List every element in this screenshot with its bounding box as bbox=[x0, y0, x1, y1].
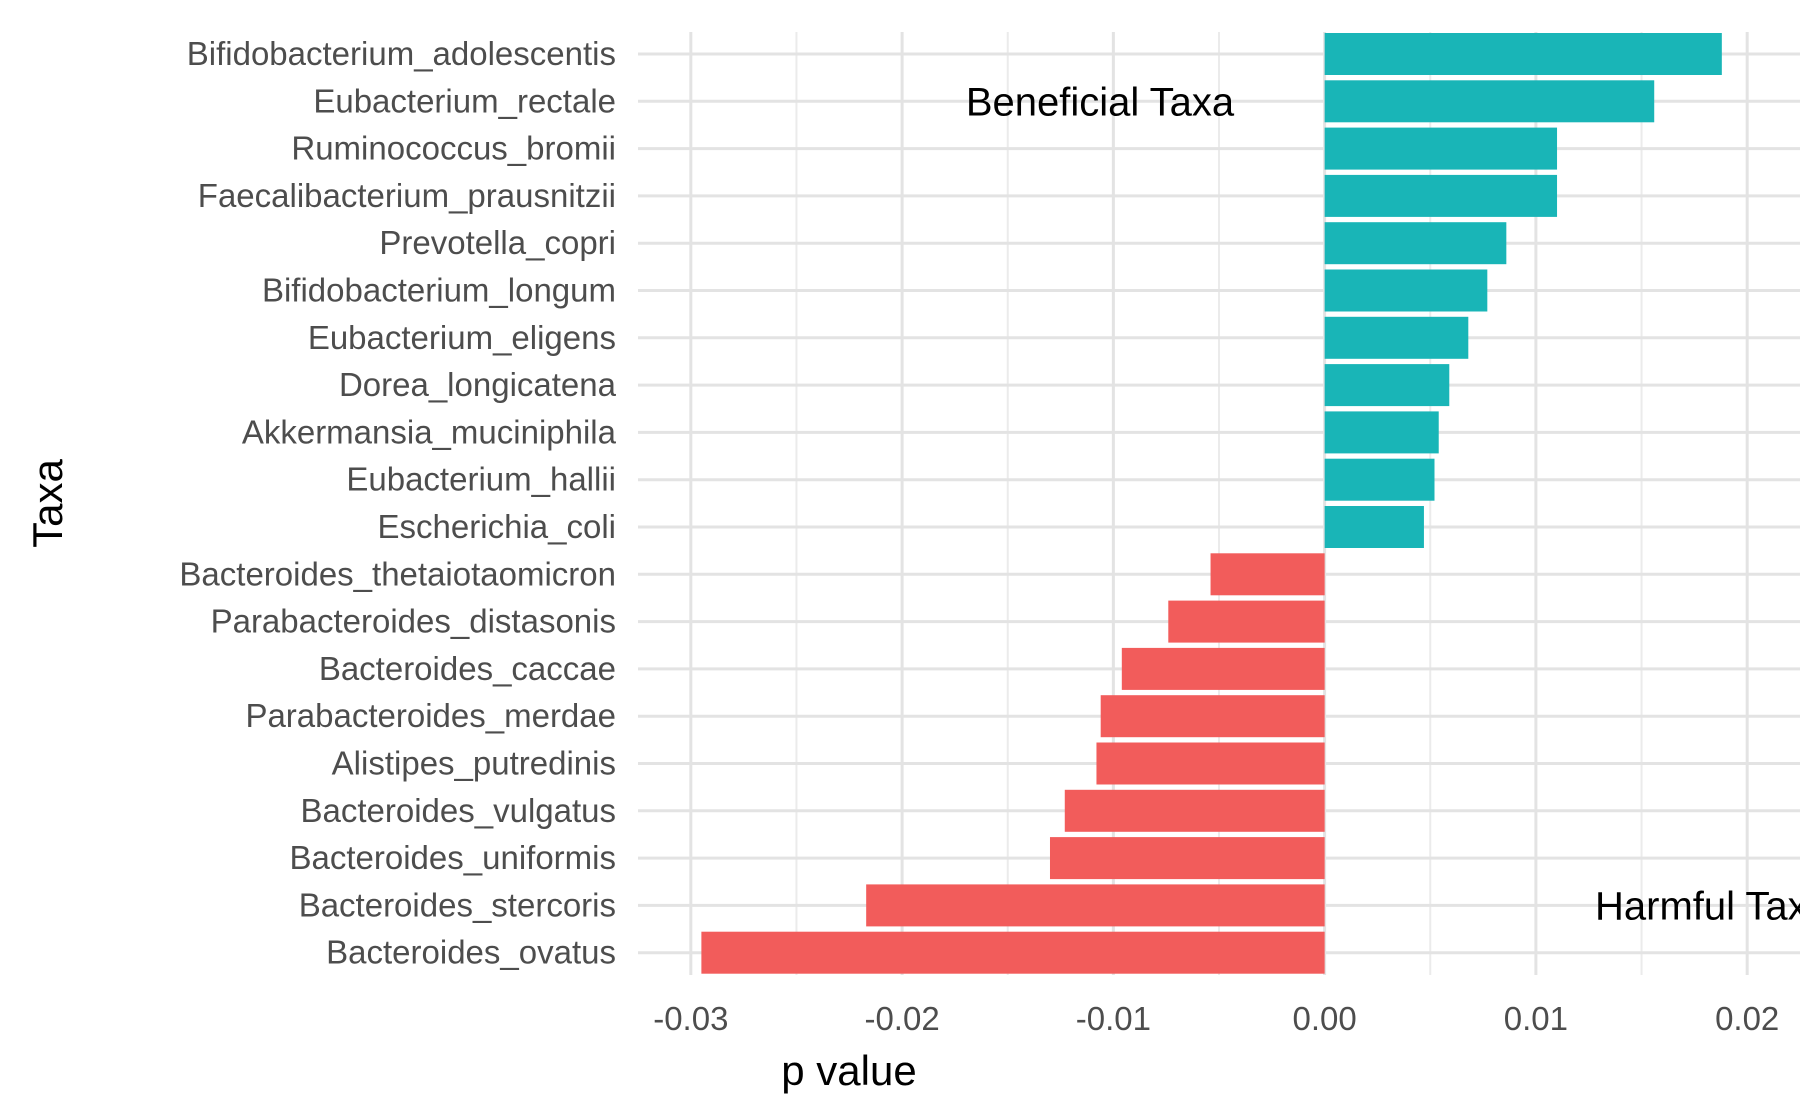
bar-parabacteroides-distasonis bbox=[1168, 600, 1325, 643]
bar-prevotella-copri bbox=[1324, 222, 1507, 265]
x-axis-title: p value bbox=[781, 1047, 916, 1094]
y-tick-label: Bacteroides_uniformis bbox=[290, 839, 617, 876]
y-tick-label: Ruminococcus_bromii bbox=[291, 130, 616, 167]
x-tick-label: 0.02 bbox=[1715, 1000, 1779, 1037]
bar-bacteroides-caccae bbox=[1121, 647, 1325, 690]
x-tick-label: 0.01 bbox=[1504, 1000, 1568, 1037]
y-tick-label: Parabacteroides_merdae bbox=[245, 697, 616, 734]
y-tick-label: Bifidobacterium_adolescentis bbox=[187, 35, 616, 72]
bar-eubacterium-rectale bbox=[1324, 80, 1655, 123]
y-tick-label: Eubacterium_eligens bbox=[308, 319, 616, 356]
bar-bifidobacterium-adolescentis bbox=[1324, 33, 1722, 75]
y-tick-label: Bacteroides_stercoris bbox=[299, 886, 616, 923]
bar-ruminococcus-bromii bbox=[1324, 127, 1558, 170]
bar-alistipes-putredinis bbox=[1096, 742, 1325, 785]
x-tick-label: -0.03 bbox=[653, 1000, 728, 1037]
y-tick-label: Bacteroides_thetaiotaomicron bbox=[179, 555, 616, 592]
x-tick-labels: -0.03 -0.02 -0.01 0.00 0.01 0.02 bbox=[653, 1000, 1779, 1037]
y-tick-label: Eubacterium_hallii bbox=[346, 461, 616, 498]
y-tick-label: Faecalibacterium_prausnitzii bbox=[198, 177, 616, 214]
y-tick-labels: Bifidobacterium_adolescentis Eubacterium_… bbox=[179, 35, 616, 971]
annotation-label: Harmful Taxa bbox=[1595, 884, 1800, 928]
y-tick-label: Bacteroides_caccae bbox=[319, 650, 616, 687]
y-tick-label: Bacteroides_vulgatus bbox=[300, 792, 616, 829]
x-tick-label: 0.00 bbox=[1293, 1000, 1357, 1037]
annotation-label: Beneficial Taxa bbox=[966, 80, 1235, 124]
bar-bacteroides-thetaiotaomicron bbox=[1210, 553, 1325, 596]
bar-bacteroides-stercoris bbox=[866, 884, 1325, 927]
bar-parabacteroides-merdae bbox=[1100, 695, 1325, 738]
y-tick-label: Eubacterium_rectale bbox=[313, 82, 616, 119]
bar-akkermansia-muciniphila bbox=[1324, 411, 1439, 454]
bar-escherichia-coli bbox=[1324, 506, 1424, 548]
bar-dorea-longicatena bbox=[1324, 364, 1450, 407]
y-tick-label: Akkermansia_muciniphila bbox=[242, 413, 617, 450]
y-tick-label: Dorea_longicatena bbox=[339, 366, 617, 403]
bar-eubacterium-hallii bbox=[1324, 458, 1435, 501]
annotations: Beneficial Taxa Harmful Taxa bbox=[966, 80, 1800, 928]
x-tick-label: -0.01 bbox=[1076, 1000, 1151, 1037]
y-tick-label: Escherichia_coli bbox=[378, 508, 616, 545]
y-tick-label: Parabacteroides_distasonis bbox=[211, 603, 616, 640]
bar-eubacterium-eligens bbox=[1324, 316, 1469, 359]
y-tick-label: Alistipes_putredinis bbox=[332, 745, 616, 782]
bar-bifidobacterium-longum bbox=[1324, 269, 1488, 312]
bars bbox=[701, 33, 1722, 974]
bar-bacteroides-vulgatus bbox=[1064, 789, 1325, 832]
y-tick-label: Prevotella_copri bbox=[379, 224, 616, 261]
y-tick-label: Bifidobacterium_longum bbox=[262, 272, 616, 309]
y-axis-title: Taxa bbox=[24, 459, 71, 548]
x-tick-label: -0.02 bbox=[864, 1000, 939, 1037]
y-tick-label: Bacteroides_ovatus bbox=[326, 934, 616, 971]
bar-bacteroides-uniformis bbox=[1049, 837, 1325, 880]
bar-faecalibacterium-prausnitzii bbox=[1324, 174, 1558, 217]
bar-bacteroides-ovatus bbox=[701, 931, 1325, 974]
